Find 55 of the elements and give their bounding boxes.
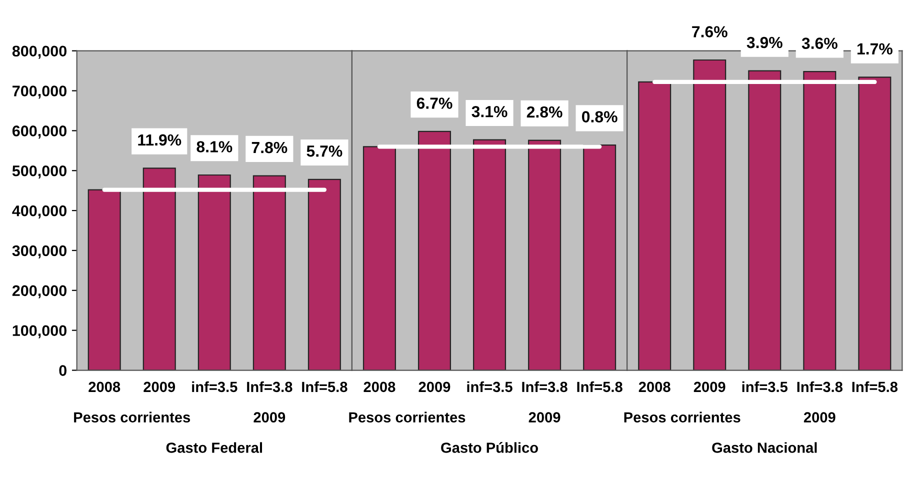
x-tick-label: inf=3.5 bbox=[467, 381, 512, 392]
y-tick-label: 600,000 bbox=[12, 126, 66, 139]
y-tick-label: 100,000 bbox=[12, 325, 66, 338]
x-axis-title: Gasto Federal bbox=[166, 442, 262, 453]
y-tick-label: 400,000 bbox=[12, 205, 66, 218]
bar bbox=[638, 81, 672, 370]
text: 2009 bbox=[804, 412, 836, 422]
bar bbox=[308, 178, 341, 370]
annotation: 2.8% bbox=[526, 106, 562, 118]
x-tick-label: inf=3.5 bbox=[192, 381, 238, 392]
annotation: 5.7% bbox=[306, 146, 342, 157]
text: 2009 bbox=[528, 412, 560, 422]
x-tick-label: 2009 bbox=[694, 382, 726, 392]
x-tick-label: 2009 bbox=[418, 382, 450, 392]
y-tick-label: 800,000 bbox=[12, 46, 66, 59]
x-tick-label: Inf=5.8 bbox=[302, 381, 348, 392]
x-tick-label: Inf=5.8 bbox=[577, 381, 622, 392]
x-tick-label: inf=3.5 bbox=[742, 381, 788, 392]
annotation: 3.9% bbox=[746, 36, 782, 48]
bar bbox=[748, 70, 782, 370]
x-tick-label: Inf=3.8 bbox=[247, 381, 292, 392]
annotation: 11.9% bbox=[138, 134, 182, 146]
bar bbox=[858, 76, 892, 370]
annotation: 0.8% bbox=[582, 111, 618, 122]
y-tick-label: 500,000 bbox=[12, 165, 66, 179]
x-tick-label: 2008 bbox=[88, 382, 120, 392]
annotation: 8.1% bbox=[196, 141, 232, 152]
bar bbox=[803, 71, 836, 370]
annotation: 7.6% bbox=[692, 26, 728, 38]
text: Pesos corrientes bbox=[349, 412, 466, 422]
y-tick-label: 700,000 bbox=[12, 86, 66, 99]
text: Pesos corrientes bbox=[624, 412, 740, 422]
text: 2009 bbox=[254, 412, 286, 422]
bar bbox=[693, 59, 726, 370]
y-tick-label: 0 bbox=[59, 365, 66, 376]
x-axis-title: Gasto Nacional bbox=[712, 442, 817, 453]
annotation: 1.7% bbox=[857, 43, 892, 55]
bar bbox=[198, 174, 231, 370]
y-tick-label: 200,000 bbox=[12, 285, 66, 298]
x-tick-label: 2009 bbox=[144, 382, 176, 392]
annotation: 6.7% bbox=[416, 98, 452, 109]
annotation: 3.1% bbox=[472, 106, 508, 118]
x-axis-title: Gasto Público bbox=[441, 442, 538, 453]
text: Pesos corrientes bbox=[74, 412, 190, 422]
y-tick-label: 300,000 bbox=[12, 245, 66, 258]
bar bbox=[142, 168, 176, 370]
x-tick-label: Inf=3.8 bbox=[522, 381, 568, 392]
x-tick-label: Inf=3.8 bbox=[797, 381, 843, 392]
x-tick-label: Inf=5.8 bbox=[852, 381, 898, 392]
annotation: 3.6% bbox=[802, 38, 838, 50]
annotation: 7.8% bbox=[252, 142, 288, 154]
bar bbox=[88, 189, 121, 370]
bar bbox=[252, 175, 286, 370]
x-tick-label: 2008 bbox=[638, 382, 670, 392]
x-tick-label: 2008 bbox=[364, 382, 396, 392]
